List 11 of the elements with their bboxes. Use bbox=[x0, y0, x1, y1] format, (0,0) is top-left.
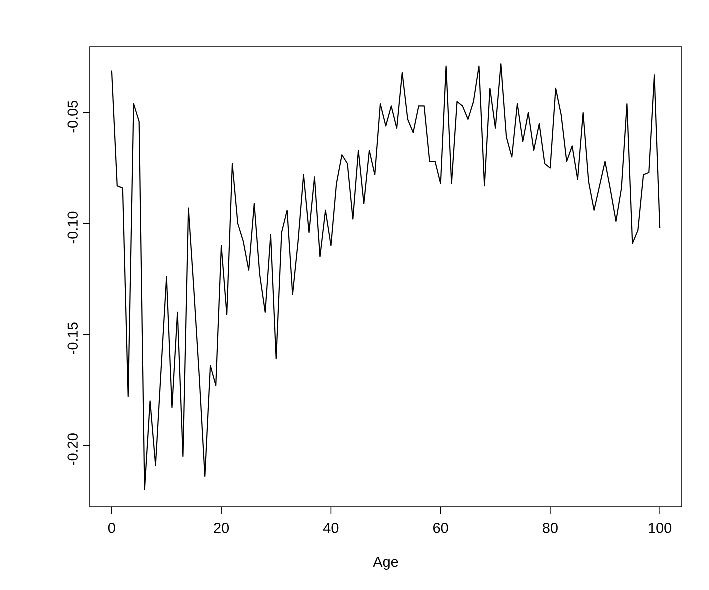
y-tick-label: -0.20 bbox=[68, 434, 78, 466]
x-tick-label: 100 bbox=[649, 523, 672, 534]
x-tick-label: 0 bbox=[108, 523, 116, 534]
y-tick-label: -0.10 bbox=[68, 212, 78, 244]
x-tick-label: 20 bbox=[214, 523, 230, 534]
y-tick-label: -0.15 bbox=[68, 322, 78, 354]
x-tick-label: 40 bbox=[323, 523, 339, 534]
x-axis-title: Age bbox=[373, 557, 398, 570]
y-tick-label: -0.05 bbox=[68, 101, 78, 133]
x-tick-label: 80 bbox=[543, 523, 558, 534]
x-tick-label: 60 bbox=[434, 523, 448, 534]
